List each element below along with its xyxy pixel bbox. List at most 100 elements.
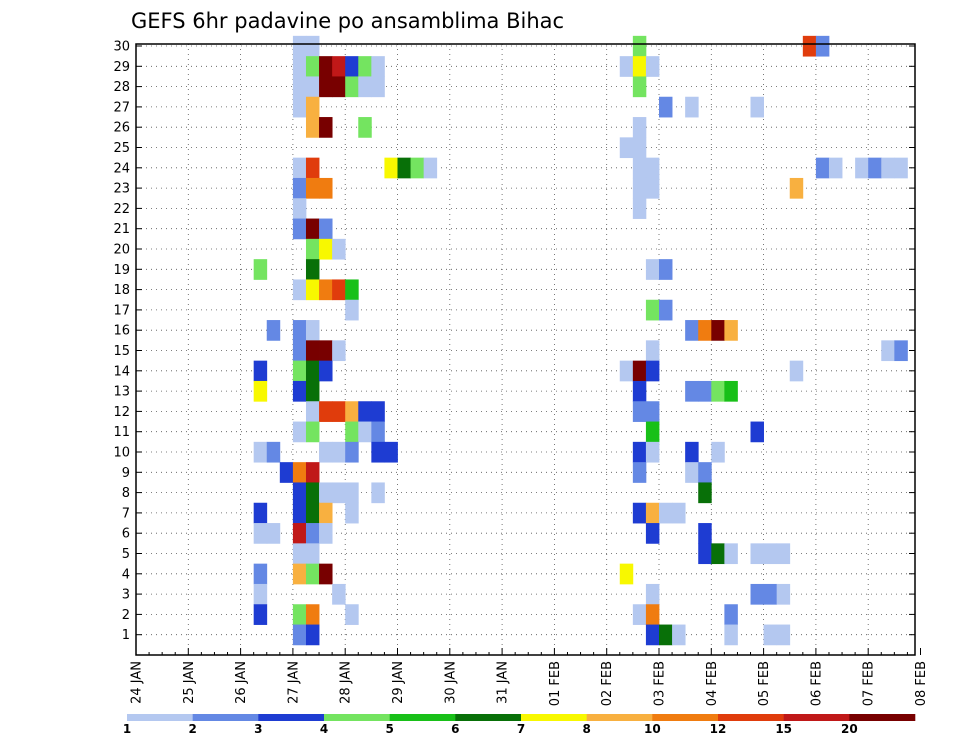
y-tick-label: 22 <box>113 202 130 217</box>
heatmap-cell <box>292 96 307 118</box>
heatmap-cell <box>253 441 268 463</box>
colorbar-swatch <box>258 714 325 721</box>
heatmap-cell <box>776 583 791 605</box>
heatmap-cell <box>659 502 673 524</box>
heatmap-cell <box>292 604 307 625</box>
heatmap-cell <box>332 482 346 504</box>
y-tick-label: 12 <box>113 405 130 420</box>
heatmap-cell <box>763 624 778 646</box>
heatmap-cell <box>305 502 320 524</box>
heatmap-cell <box>894 157 908 179</box>
heatmap-cell <box>332 56 346 77</box>
heatmap-cell <box>815 157 830 179</box>
heatmap-cell <box>645 523 660 544</box>
heatmap-cell <box>632 35 647 57</box>
heatmap-cell <box>776 543 791 565</box>
heatmap-cell <box>632 157 647 179</box>
heatmap-cell <box>789 177 804 199</box>
x-tick-label: 05 FEB <box>757 661 772 706</box>
y-tick-label: 4 <box>122 567 130 582</box>
y-tick-label: 3 <box>122 588 130 603</box>
heatmap-cell <box>855 157 869 179</box>
heatmap-cell <box>724 320 738 341</box>
heatmap-cell <box>619 137 634 159</box>
y-tick-label: 15 <box>113 344 130 359</box>
heatmap-cell <box>685 462 699 483</box>
heatmap-cell <box>645 502 660 524</box>
heatmap-cell <box>619 360 634 382</box>
heatmap-cell <box>685 441 699 463</box>
x-tick-label: 27 JAN <box>286 661 301 704</box>
heatmap-cell <box>292 502 307 524</box>
heatmap-cell <box>632 177 647 199</box>
heatmap-cell <box>319 441 333 463</box>
heatmap-cell <box>319 482 333 504</box>
heatmap-cell <box>305 543 320 565</box>
colorbar-label: 2 <box>188 722 196 736</box>
heatmap-cell <box>724 380 738 402</box>
colorbar-swatch <box>455 714 522 721</box>
heatmap-cell <box>305 218 320 240</box>
heatmap-cell <box>645 157 660 179</box>
colorbar-swatch <box>586 714 653 721</box>
x-tick-label: 25 JAN <box>182 661 197 704</box>
heatmap-cell <box>698 482 712 504</box>
heatmap-cell <box>645 441 660 463</box>
y-tick-label: 18 <box>113 283 130 298</box>
heatmap-cell <box>724 543 738 565</box>
x-axis-ticks: 24 JAN 25 JAN 26 JAN 27 JAN 28 JAN 29 JAN 30 J… <box>130 648 929 706</box>
colorbar-label: 15 <box>775 722 792 736</box>
heatmap-cell <box>358 56 372 77</box>
heatmap-cell <box>802 35 817 57</box>
heatmap-cell <box>292 177 307 199</box>
heatmap-cell <box>645 56 660 77</box>
heatmap-cell <box>305 279 320 301</box>
heatmap-cell <box>292 35 307 57</box>
heatmap-cell <box>645 604 660 625</box>
heatmap-cell <box>632 56 647 77</box>
heatmap-cell <box>894 340 908 362</box>
heatmap-cell <box>371 76 385 98</box>
heatmap-cell <box>789 360 804 382</box>
heatmap-cell <box>292 340 307 362</box>
heatmap-cell <box>672 502 686 524</box>
heatmap-cell <box>358 76 372 98</box>
y-tick-label: 20 <box>113 243 130 258</box>
colorbar-swatch <box>652 714 719 721</box>
colorbar-label: 1 <box>123 722 131 736</box>
heatmap-cell <box>632 604 647 625</box>
x-tick-label: 31 JAN <box>496 661 511 704</box>
heatmap-cell <box>305 380 320 402</box>
colorbar: 1 2 3 4 5 6 7 8 10 12 15 20 <box>123 714 916 736</box>
heatmap-cell <box>292 380 307 402</box>
heatmap-cell <box>292 360 307 382</box>
colorbar-swatch <box>127 714 193 721</box>
y-tick-label: 2 <box>122 608 130 623</box>
x-tick-label: 02 FEB <box>600 661 615 706</box>
heatmap-cell <box>632 137 647 159</box>
heatmap-cell <box>305 238 320 260</box>
heatmap-cell <box>685 320 699 341</box>
colorbar-swatch <box>783 714 850 721</box>
heatmap-cell <box>292 543 307 565</box>
heatmap-cell <box>659 624 673 646</box>
heatmap-cell <box>371 401 385 422</box>
heatmap-cell <box>659 259 673 280</box>
heatmap-cell <box>305 360 320 382</box>
y-tick-label: 8 <box>122 486 130 501</box>
heatmap-cell <box>659 299 673 321</box>
heatmap-cell <box>619 563 634 585</box>
heatmap-cell <box>319 279 333 301</box>
chart-title: GEFS 6hr padavine po ansamblima Bihac <box>131 9 564 33</box>
heatmap-cell <box>724 604 738 625</box>
heatmap-cell <box>305 421 320 443</box>
heatmap-cell <box>345 482 359 504</box>
y-tick-label: 7 <box>122 506 130 521</box>
heatmap-cell <box>292 279 307 301</box>
heatmap-cell <box>319 523 333 544</box>
heatmap-cell <box>253 380 268 402</box>
y-tick-label: 27 <box>113 100 130 115</box>
heatmap-cell <box>319 340 333 362</box>
heatmap-cell <box>698 380 712 402</box>
